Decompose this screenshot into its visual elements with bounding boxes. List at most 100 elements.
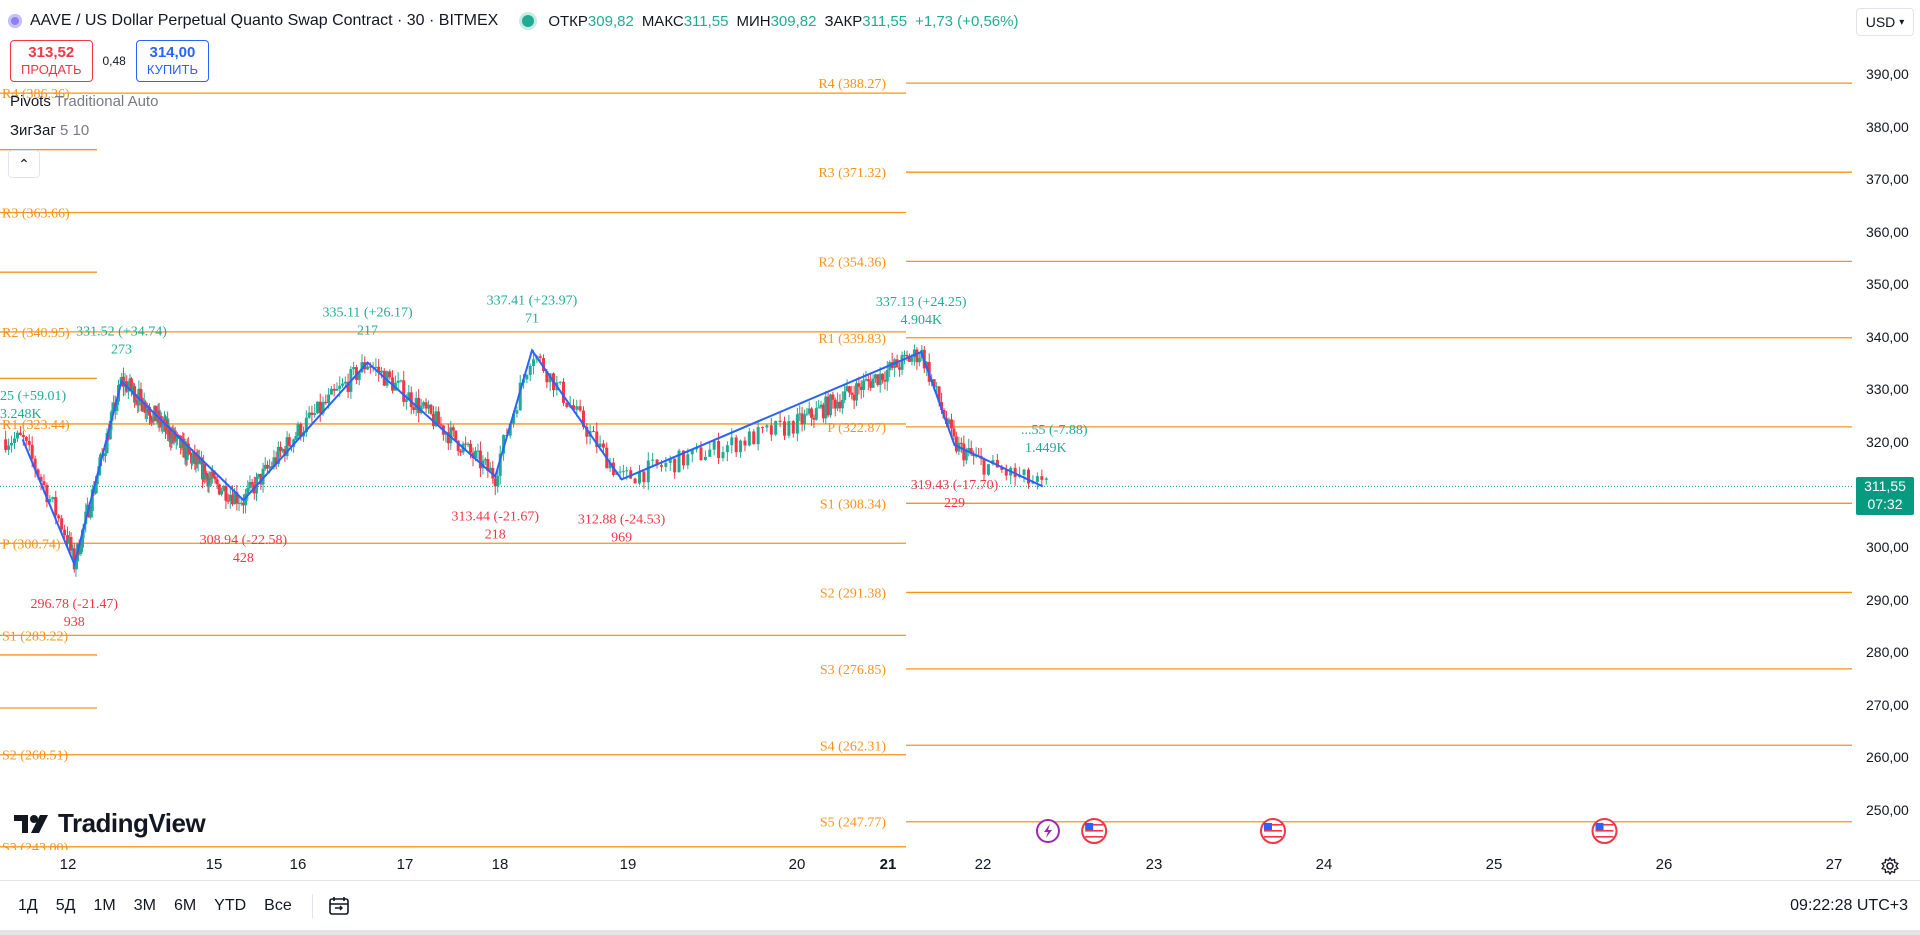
symbol-title[interactable]: AAVE / US Dollar Perpetual Quanto Swap C…	[30, 12, 499, 29]
zigzag-high-label: 25 (+59.01)	[0, 389, 67, 404]
candle-body	[498, 453, 502, 476]
candle-body	[885, 370, 889, 382]
candle-body	[962, 443, 966, 461]
price-chart[interactable]: R4 (386.36) R3 (363.66) R2 (340.95) R1 (323…	[0, 0, 1852, 850]
candle-body	[168, 427, 172, 440]
candle-body	[883, 379, 887, 382]
candle-body	[836, 401, 840, 409]
candle-body	[144, 411, 148, 413]
symbol-logo-icon	[8, 14, 22, 28]
candle-body	[972, 454, 976, 457]
time-range-button[interactable]: 1Д	[18, 897, 38, 914]
candle-body	[483, 459, 487, 461]
candle-body	[318, 401, 322, 414]
buy-button[interactable]: 314,00 КУПИТЬ	[135, 40, 209, 82]
candle-body	[294, 436, 298, 440]
candle-body	[30, 444, 34, 459]
candle-body	[717, 441, 721, 459]
candle-body	[33, 458, 37, 470]
candle-body	[13, 438, 17, 443]
candle-body	[79, 547, 83, 554]
candle-body	[651, 459, 655, 461]
candle-body	[304, 417, 308, 433]
candle-body	[105, 432, 109, 454]
candle-body	[429, 404, 433, 414]
calendar-range-icon[interactable]	[327, 894, 351, 918]
candle-body	[765, 425, 769, 428]
time-range-button[interactable]: YTD	[214, 897, 247, 914]
clock[interactable]: 09:22:28 UTC+3	[1790, 897, 1908, 914]
spread-value: 0,48	[102, 54, 126, 68]
candle-body	[327, 394, 331, 404]
us-flag-icon	[1085, 833, 1104, 835]
price-tick-label: 390,00	[1866, 66, 1909, 82]
candle-body	[476, 450, 480, 452]
time-tick-label: 18	[491, 856, 509, 873]
candle-body	[129, 378, 133, 391]
candle-body	[659, 465, 663, 467]
sell-button[interactable]: 313,52 ПРОДАТЬ	[10, 40, 93, 82]
time-tick-label: 19	[619, 856, 637, 873]
us-flag-icon	[1264, 833, 1282, 835]
candle-body	[21, 434, 25, 438]
candle-body	[66, 535, 70, 544]
candle-body	[456, 440, 460, 451]
time-range-button[interactable]: 5Д	[55, 897, 76, 914]
candle-body	[903, 354, 907, 356]
time-range-button[interactable]: Все	[264, 897, 292, 914]
candle-body	[268, 466, 272, 469]
candle-body	[244, 493, 248, 506]
candle-body	[947, 419, 951, 425]
candle-body	[74, 561, 78, 570]
candle-body	[89, 511, 93, 518]
candle-body	[791, 421, 795, 434]
candle-body	[338, 385, 342, 389]
candle-body	[404, 399, 408, 402]
candle-body	[664, 462, 668, 467]
candle-body	[964, 450, 968, 461]
currency-label: USD	[1865, 14, 1896, 30]
candle-body	[424, 402, 428, 409]
candle-body	[146, 409, 150, 411]
trade-buttons: 313,52 ПРОДАТЬ 0,48 314,00 КУПИТЬ	[10, 40, 209, 82]
candle-body	[141, 410, 145, 412]
time-tick-label: 26	[1655, 856, 1673, 873]
price-axis[interactable]: 390,00 380,00 370,00 360,00 350,00 340,00 330,…	[1852, 0, 1920, 850]
us-flag-icon	[1595, 836, 1614, 838]
time-tick-label: 21	[879, 856, 897, 873]
candle-body	[446, 432, 450, 444]
us-flag-icon	[1595, 827, 1614, 829]
chart-header: AAVE / US Dollar Perpetual Quanto Swap C…	[8, 10, 1018, 32]
indicator-params: 5 10	[59, 122, 90, 139]
indicator-zigzag[interactable]: ЗигЗаг 5 10	[10, 122, 89, 139]
candle-body	[332, 388, 336, 391]
candle-body	[761, 427, 765, 429]
time-tick-label: 24	[1315, 856, 1333, 873]
time-range-button[interactable]: 3М	[133, 897, 156, 914]
gear-icon[interactable]	[1880, 856, 1900, 876]
candle-body	[436, 411, 440, 425]
tradingview-logo-icon	[14, 814, 48, 833]
time-range-button[interactable]: 1М	[93, 897, 116, 914]
candle-body	[434, 411, 438, 427]
collapse-indicators-button[interactable]: ⌃	[8, 150, 40, 178]
time-range-button[interactable]: 6М	[173, 897, 197, 914]
candle-body	[629, 470, 633, 479]
candle-body	[473, 450, 477, 458]
candle-body	[246, 487, 250, 494]
indicator-pivots[interactable]: Pivots Traditional Auto	[10, 93, 158, 110]
candle-body	[739, 440, 743, 453]
chart-area[interactable]: R4 (386.36) R3 (363.66) R2 (340.95) R1 (323…	[0, 0, 1852, 850]
currency-select[interactable]: USD ▾	[1856, 8, 1914, 36]
candle-body	[1026, 469, 1030, 484]
candle-body	[449, 427, 453, 444]
candle-body	[743, 440, 747, 446]
time-axis[interactable]: 12 15 16 17 18 19 20 21 22 23 24 25 26 27	[0, 850, 1852, 880]
candle-body	[828, 394, 832, 416]
candle-body	[625, 470, 629, 472]
tradingview-logo[interactable]: TradingView	[14, 808, 206, 839]
candle-body	[621, 471, 625, 473]
candle-body	[417, 397, 421, 414]
candle-body	[366, 366, 370, 370]
scrollbar[interactable]	[0, 930, 1920, 935]
